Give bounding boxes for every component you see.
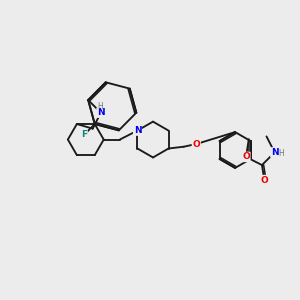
Text: N: N [97,108,105,117]
Text: H: H [98,102,103,111]
Text: O: O [260,176,268,184]
Text: F: F [81,130,87,140]
Text: N: N [134,126,141,135]
Text: O: O [192,140,200,148]
Text: H: H [278,149,284,158]
Text: N: N [271,148,278,157]
Text: O: O [242,152,250,161]
